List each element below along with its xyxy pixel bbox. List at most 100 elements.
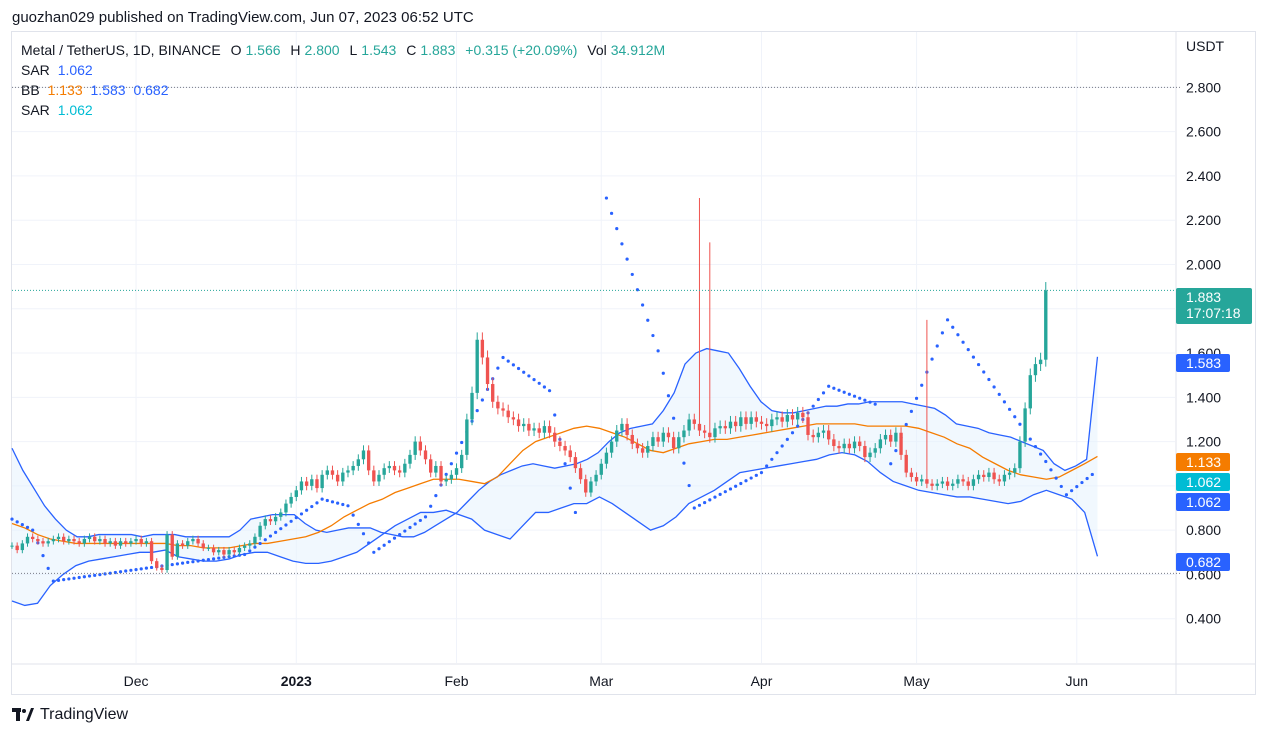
candle-body[interactable] [191,539,195,542]
candle-body[interactable] [790,415,795,420]
candle-body[interactable] [1018,441,1022,469]
candle-body[interactable] [1002,474,1007,482]
candle-body[interactable] [491,384,495,402]
candle-body[interactable] [341,472,345,482]
candle-body[interactable] [935,483,939,486]
candle-body[interactable] [594,474,598,482]
candle-body[interactable] [77,541,81,544]
candle-body[interactable] [299,481,304,491]
candle-body[interactable] [1028,375,1032,409]
candle-body[interactable] [20,543,25,551]
candle-body[interactable] [30,536,35,540]
candle-body[interactable] [155,561,159,568]
candle-body[interactable] [764,423,769,427]
candle-body[interactable] [687,419,691,431]
candle-body[interactable] [795,412,800,420]
candle-body[interactable] [578,468,583,480]
candle-body[interactable] [139,539,143,544]
candle-body[interactable] [842,443,846,449]
candle-body[interactable] [899,432,903,455]
legend-bb-row[interactable]: BB 1.133 1.583 0.682 [21,80,665,100]
candle-body[interactable] [532,428,536,431]
candle-body[interactable] [72,539,76,542]
candle-body[interactable] [103,539,107,544]
candle-body[interactable] [894,432,898,442]
candle-body[interactable] [449,474,454,480]
candle-body[interactable] [429,459,433,473]
candle-body[interactable] [754,417,758,422]
candle-body[interactable] [237,547,242,553]
candle-body[interactable] [372,470,376,482]
candle-body[interactable] [827,430,831,440]
candle-body[interactable] [51,539,56,542]
candle-body[interactable] [124,541,128,544]
candle-body[interactable] [351,465,355,471]
candle-body[interactable] [609,441,614,453]
candle-body[interactable] [217,550,221,553]
candle-body[interactable] [806,417,810,435]
candle-body[interactable] [10,545,14,547]
candle-body[interactable] [129,541,133,544]
candle-body[interactable] [480,339,485,358]
candle-body[interactable] [666,432,671,438]
candle-body[interactable] [36,539,40,542]
candle-body[interactable] [770,419,774,427]
candle-body[interactable] [868,452,872,458]
candle-body[interactable] [739,417,743,427]
candle-body[interactable] [186,541,190,546]
candle-body[interactable] [630,434,634,444]
candle-body[interactable] [584,479,588,493]
candle-body[interactable] [914,477,919,482]
candle-body[interactable] [883,434,888,440]
candle-body[interactable] [837,446,841,449]
candle-body[interactable] [211,547,216,553]
candle-body[interactable] [661,432,665,442]
candle-body[interactable] [930,483,934,486]
candle-body[interactable] [640,448,645,453]
candle-body[interactable] [366,450,371,471]
candle-body[interactable] [620,423,624,431]
candle-body[interactable] [346,470,350,473]
candle-body[interactable] [527,423,531,431]
candle-body[interactable] [573,457,578,469]
candle-body[interactable] [920,479,924,482]
candle-body[interactable] [516,419,521,427]
candle-body[interactable] [1023,408,1027,442]
candle-body[interactable] [289,496,293,504]
chart-frame[interactable] [11,31,1256,695]
candle-body[interactable] [615,430,619,442]
candle-body[interactable] [330,470,335,475]
candle-body[interactable] [925,479,929,484]
candle-body[interactable] [87,536,92,540]
candle-body[interactable] [889,434,893,442]
candle-body[interactable] [811,434,815,438]
candle-body[interactable] [506,410,510,418]
candle-body[interactable] [273,516,278,522]
candle-body[interactable] [46,541,50,544]
candle-body[interactable] [294,490,298,497]
candle-body[interactable] [15,545,19,551]
candle-body[interactable] [847,443,852,449]
candle-body[interactable] [1007,472,1012,475]
candle-body[interactable] [144,541,149,544]
candle-body[interactable] [413,441,417,455]
candle-body[interactable] [992,472,996,480]
footer-brand[interactable]: TradingView [12,706,128,724]
candle-body[interactable] [496,401,500,409]
candle-body[interactable] [1044,290,1048,360]
candle-body[interactable] [397,470,402,473]
candle-body[interactable] [62,536,66,542]
candle-body[interactable] [744,417,748,424]
candle-body[interactable] [113,541,118,546]
candle-body[interactable] [439,465,443,482]
candle-body[interactable] [749,417,753,424]
candle-body[interactable] [501,408,505,411]
candle-body[interactable] [1038,359,1043,365]
candle-body[interactable] [909,472,914,478]
candle-body[interactable] [258,525,262,537]
candle-body[interactable] [522,423,526,427]
candle-body[interactable] [1033,364,1038,376]
candle-body[interactable] [25,536,30,544]
candle-body[interactable] [248,543,252,546]
